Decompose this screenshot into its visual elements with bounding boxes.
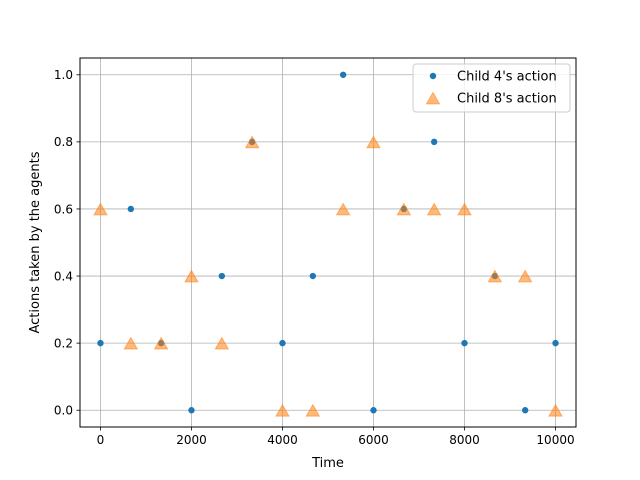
child-8-point <box>184 269 199 283</box>
y-tick-label: 0.6 <box>54 202 73 216</box>
legend-label: Child 8's action <box>457 92 557 107</box>
child-4-point <box>339 71 347 78</box>
legend: Child 4's action Child 8's action <box>412 63 571 113</box>
child-8-point <box>366 135 381 149</box>
child-4-point <box>309 272 317 280</box>
child-4-point <box>218 272 226 280</box>
x-axis-label: Time <box>311 456 344 471</box>
child-4-point <box>370 407 377 414</box>
legend-marker-child-4 <box>429 72 437 80</box>
child-4-point <box>552 339 559 347</box>
child-8-point <box>244 135 260 149</box>
child-4-point <box>127 205 135 213</box>
x-tick-label: 8000 <box>449 433 480 447</box>
x-tick-label: 0 <box>97 433 105 447</box>
child-8-point <box>457 202 472 216</box>
child-4-point <box>279 339 286 347</box>
legend-box <box>412 63 571 113</box>
child-8-point <box>426 202 442 216</box>
child-4-point <box>430 138 438 146</box>
child-8-point <box>214 336 230 350</box>
data-points <box>93 71 563 417</box>
child-8-point <box>275 403 290 417</box>
x-tick-label: 10000 <box>536 433 574 447</box>
child-8-point <box>93 202 108 216</box>
x-tick-label: 4000 <box>267 433 298 447</box>
child-8-point <box>335 202 351 216</box>
child-8-point <box>153 336 169 350</box>
child-4-point <box>97 339 104 347</box>
legend-marker-child-8 <box>425 91 441 105</box>
child-4-point <box>188 407 195 414</box>
plot-frame <box>79 57 577 428</box>
y-tick-label: 0.2 <box>54 336 73 350</box>
x-tick-label: 2000 <box>176 433 207 447</box>
child-8-point <box>305 403 321 417</box>
legend-label: Child 4's action <box>457 70 557 85</box>
child-8-point <box>548 403 563 417</box>
y-tick-label: 0.8 <box>54 135 73 149</box>
y-tick-label: 0.0 <box>54 404 73 418</box>
axis-ticks: 0 2000 4000 6000 8000 10000 0.0 0.2 0.4 0.6 0.8 1.0 <box>54 68 575 447</box>
x-tick-label: 6000 <box>358 433 389 447</box>
y-axis-label: Actions taken by the agents <box>28 151 43 333</box>
child-8-point <box>396 202 412 216</box>
child-4-point <box>521 407 529 414</box>
child-8-point <box>517 269 533 283</box>
child-4-point <box>461 339 468 347</box>
child-8-point <box>487 269 503 283</box>
child-8-point <box>123 336 139 350</box>
y-tick-label: 0.4 <box>54 269 73 283</box>
y-tick-label: 1.0 <box>54 68 73 82</box>
